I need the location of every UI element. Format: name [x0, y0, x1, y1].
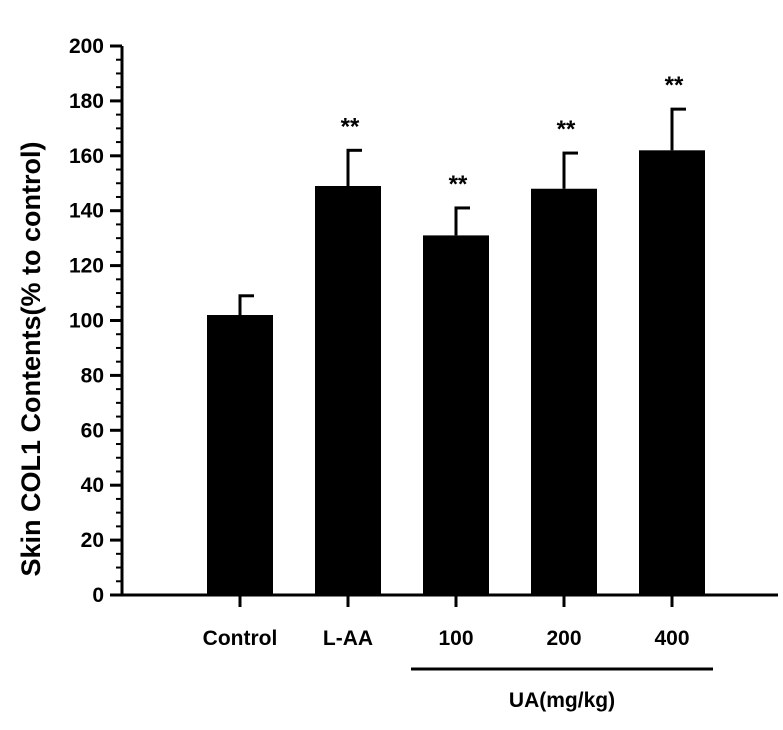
y-tick-label: 0 [92, 584, 104, 607]
significance-label: ** [341, 113, 360, 140]
y-tick-label: 180 [69, 90, 104, 113]
x-tick-label: 400 [654, 627, 689, 650]
y-tick-label: 120 [69, 255, 104, 278]
y-tick-label: 80 [81, 364, 104, 387]
y-tick-label: 160 [69, 145, 104, 168]
x-tick-label: 100 [438, 627, 473, 650]
bar [315, 185, 381, 595]
significance-label: ** [665, 72, 684, 99]
significance-label: ** [557, 116, 576, 143]
y-tick-label: 140 [69, 200, 104, 223]
labels: 0 20 40 60 80 100 120 140 160 180 200 Control L-AA **… [69, 35, 690, 650]
bar [207, 315, 273, 595]
bar [639, 150, 705, 595]
x-tick-label: 200 [546, 627, 581, 650]
bar [423, 235, 489, 595]
y-tick-label: 200 [69, 35, 104, 58]
bar [531, 188, 597, 596]
y-axis-title: Skin COL1 Contents(% to control) [16, 142, 46, 577]
x-tick-label: Control [203, 627, 278, 650]
y-tick-label: 40 [81, 474, 104, 497]
y-tick-label: 100 [69, 310, 104, 333]
bars [207, 107, 705, 596]
significance-label: ** [449, 171, 468, 198]
y-tick-label: 20 [81, 529, 104, 552]
x-tick-label: L-AA [323, 627, 373, 650]
group-label: UA(mg/kg) [509, 689, 615, 712]
y-tick-label: 60 [81, 419, 104, 442]
